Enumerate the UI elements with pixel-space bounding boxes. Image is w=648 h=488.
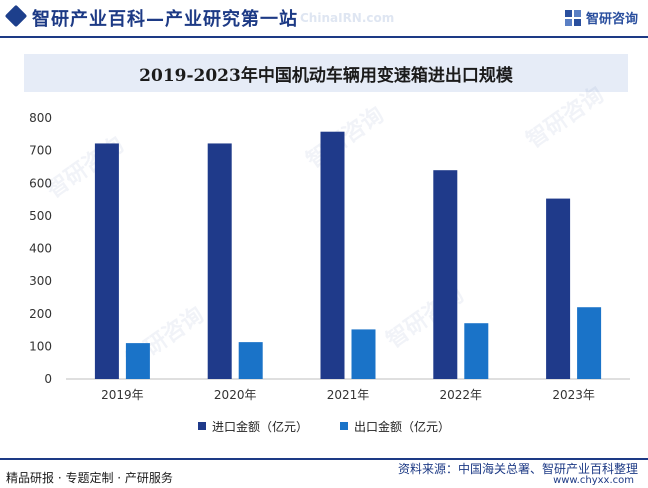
x-tick-label: 2019年 xyxy=(101,388,144,402)
y-tick-label: 500 xyxy=(29,209,52,223)
bar-import xyxy=(433,170,458,379)
y-tick-label: 400 xyxy=(29,242,52,256)
y-tick-label: 100 xyxy=(29,339,52,353)
brand: 智研咨询 xyxy=(564,8,638,27)
header-rule xyxy=(0,36,648,38)
y-tick-label: 700 xyxy=(29,144,52,158)
bar-export xyxy=(351,329,376,379)
legend-swatch-import xyxy=(197,422,206,430)
legend-item-export: 出口金额（亿元） xyxy=(340,418,450,435)
header-faint-text: ChinaIRN.com xyxy=(300,11,395,25)
legend-label-import: 进口金额（亿元） xyxy=(211,419,308,434)
chart-title-band: 2019-2023年中国机动车辆用变速箱进出口规模 xyxy=(24,54,628,92)
y-tick-label: 300 xyxy=(29,274,52,288)
x-tick-label: 2020年 xyxy=(214,388,257,402)
chart-legend: 进口金额（亿元） 出口金额（亿元） xyxy=(0,416,648,436)
chart-area: 0 100 200 300 400 500 600 700 800 2019年 2020年 2021年… xyxy=(0,100,648,440)
bar-import xyxy=(207,143,232,379)
bar-export xyxy=(125,343,150,379)
footer-source: 资料来源：中国海关总署、智研产业百科整理 xyxy=(397,462,638,476)
bar-import xyxy=(94,143,119,379)
footer-services: 精品研报 · 专题定制 · 产研服务 xyxy=(6,471,173,485)
bar-export xyxy=(238,342,263,379)
page-footer: 精品研报 · 专题定制 · 产研服务 资料来源：中国海关总署、智研产业百科整理 … xyxy=(0,458,648,488)
bar-export xyxy=(464,323,489,379)
chart-title: 2019-2023年中国机动车辆用变速箱进出口规模 xyxy=(139,65,513,86)
y-tick-label: 0 xyxy=(44,372,52,386)
brand-name: 智研咨询 xyxy=(585,12,638,27)
legend-swatch-export xyxy=(340,422,348,430)
y-tick-label: 800 xyxy=(29,111,52,125)
bar-import xyxy=(320,131,345,379)
legend-item-import: 进口金额（亿元） xyxy=(197,418,308,435)
bar-import xyxy=(546,198,571,379)
site-title: 智研产业百科—产业研究第一站 xyxy=(32,9,298,30)
footer-url: www.chyxx.com xyxy=(553,475,634,486)
y-tick-label: 600 xyxy=(29,176,52,190)
brand-logo-icon xyxy=(564,9,581,26)
bar-export xyxy=(577,307,602,379)
x-tick-label: 2023年 xyxy=(552,388,595,402)
bar-chart: 0 100 200 300 400 500 600 700 800 2019年 2020年 2021年… xyxy=(29,111,630,402)
legend-label-export: 出口金额（亿元） xyxy=(354,419,451,434)
y-tick-label: 200 xyxy=(29,307,52,321)
page-header: 智研产业百科—产业研究第一站 ChinaIRN.com 智研咨询 xyxy=(0,0,648,38)
diamond-logo-icon xyxy=(4,4,28,28)
x-tick-label: 2022年 xyxy=(440,388,483,402)
footer-rule xyxy=(0,458,648,460)
x-tick-label: 2021年 xyxy=(327,388,370,402)
